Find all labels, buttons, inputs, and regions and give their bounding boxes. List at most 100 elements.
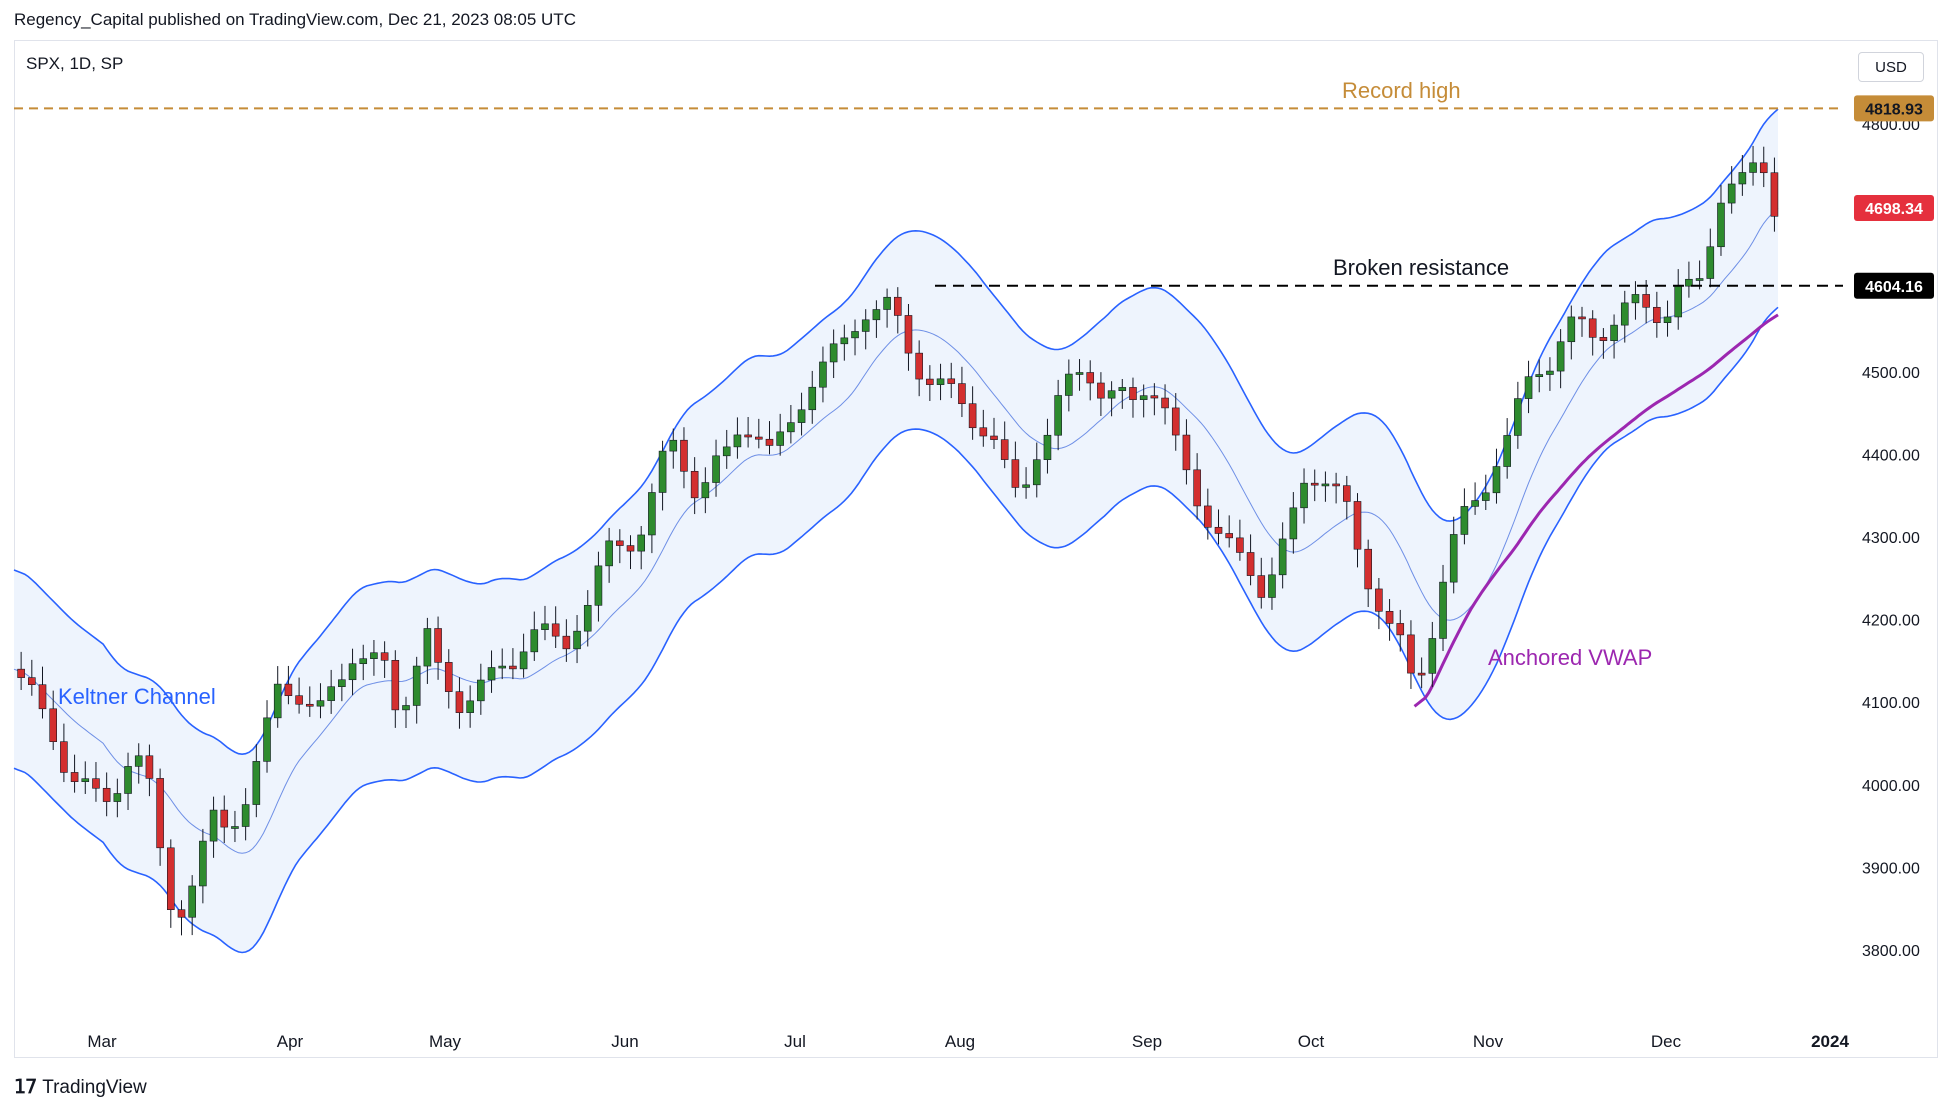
candle-body[interactable] — [263, 717, 271, 762]
candle-body[interactable] — [1492, 466, 1501, 494]
candle-body[interactable] — [1706, 246, 1715, 279]
candle-body[interactable] — [1535, 374, 1544, 377]
candle-body[interactable] — [1321, 483, 1330, 487]
candle-body[interactable] — [1343, 485, 1351, 502]
candle-body[interactable] — [167, 847, 175, 911]
candle-body[interactable] — [338, 679, 346, 688]
candle-body[interactable] — [1471, 500, 1479, 507]
candle-body[interactable] — [70, 772, 79, 782]
candle-body[interactable] — [958, 383, 966, 405]
candle-body[interactable] — [241, 804, 250, 827]
candle-body[interactable] — [92, 778, 100, 789]
candle-body[interactable] — [519, 651, 528, 670]
candle-body[interactable] — [648, 492, 656, 536]
candle-body[interactable] — [787, 422, 795, 433]
candle-body[interactable] — [423, 628, 432, 667]
candle-body[interactable] — [327, 686, 335, 701]
candle-body[interactable] — [28, 677, 36, 686]
candle-body[interactable] — [1759, 162, 1768, 174]
candle-body[interactable] — [722, 446, 731, 457]
candle-body[interactable] — [1022, 484, 1030, 488]
candle-body[interactable] — [1129, 387, 1137, 400]
candle-body[interactable] — [220, 809, 229, 828]
candle-body[interactable] — [412, 665, 421, 706]
candle-body[interactable] — [487, 667, 496, 681]
candle-body[interactable] — [904, 315, 913, 354]
candle-body[interactable] — [893, 296, 902, 316]
candle-body[interactable] — [605, 540, 613, 567]
candle-body[interactable] — [637, 534, 646, 552]
candle-body[interactable] — [861, 319, 870, 332]
candle-body[interactable] — [1310, 482, 1319, 486]
candle-body[interactable] — [1161, 397, 1169, 409]
candle-body[interactable] — [551, 623, 560, 637]
candle-body[interactable] — [273, 683, 282, 719]
candle-body[interactable] — [915, 352, 923, 380]
candle-body[interactable] — [797, 409, 806, 423]
candle-body[interactable] — [1268, 574, 1276, 598]
candle-body[interactable] — [1578, 316, 1586, 320]
candle-body[interactable] — [1460, 506, 1469, 535]
candle-body[interactable] — [38, 684, 47, 710]
candle-body[interactable] — [1524, 376, 1533, 399]
candle-body[interactable] — [583, 605, 592, 632]
currency-button[interactable]: USD — [1858, 52, 1924, 82]
candle-body[interactable] — [1375, 588, 1383, 612]
candle-body[interactable] — [1620, 302, 1629, 326]
candle-body[interactable] — [573, 630, 581, 650]
footer-brand[interactable]: 𝟣𝟩 TradingView — [14, 1076, 147, 1099]
candle-body[interactable] — [498, 665, 507, 669]
candle-body[interactable] — [444, 662, 453, 692]
candle-body[interactable] — [626, 545, 635, 552]
candle-body[interactable] — [102, 787, 111, 802]
candle-body[interactable] — [979, 427, 988, 437]
candle-body[interactable] — [466, 700, 474, 713]
candle-body[interactable] — [1032, 459, 1041, 486]
candle-body[interactable] — [1407, 634, 1415, 674]
candle-body[interactable] — [690, 470, 699, 499]
candle-body[interactable] — [1097, 382, 1105, 399]
candle-body[interactable] — [209, 809, 218, 842]
candle-body[interactable] — [1289, 507, 1298, 540]
candle-body[interactable] — [1417, 672, 1426, 676]
candle-body[interactable] — [1364, 548, 1372, 590]
candle-body[interactable] — [616, 540, 624, 546]
candle-body[interactable] — [81, 778, 90, 782]
candle-body[interactable] — [477, 679, 485, 702]
candle-body[interactable] — [744, 434, 752, 438]
candle-body[interactable] — [60, 741, 68, 773]
candle-body[interactable] — [188, 885, 196, 918]
candle-body[interactable] — [124, 766, 132, 794]
candle-body[interactable] — [49, 708, 58, 742]
candle-body[interactable] — [840, 337, 849, 345]
candle-body[interactable] — [541, 623, 549, 630]
candle-body[interactable] — [199, 840, 207, 887]
candle-body[interactable] — [1193, 469, 1201, 507]
candle-body[interactable] — [1770, 172, 1779, 217]
candle-body[interactable] — [1236, 537, 1244, 553]
candle-body[interactable] — [1588, 318, 1597, 338]
candle-body[interactable] — [1225, 533, 1233, 539]
candle-body[interactable] — [1717, 202, 1725, 248]
candle-body[interactable] — [562, 635, 571, 650]
candle-body[interactable] — [808, 386, 817, 411]
candle-body[interactable] — [113, 793, 122, 802]
candle-body[interactable] — [156, 778, 164, 849]
candle-body[interactable] — [177, 909, 186, 918]
candle-body[interactable] — [1514, 398, 1522, 436]
candle-body[interactable] — [1653, 306, 1661, 323]
candle-body[interactable] — [926, 378, 934, 385]
candle-body[interactable] — [380, 652, 389, 661]
candle-body[interactable] — [594, 565, 603, 606]
candle-body[interactable] — [305, 703, 314, 707]
candle-body[interactable] — [1332, 483, 1340, 487]
candle-body[interactable] — [1610, 324, 1618, 341]
candle-body[interactable] — [1599, 337, 1608, 341]
candle-body[interactable] — [1353, 501, 1362, 550]
candle-body[interactable] — [947, 378, 956, 384]
candle-body[interactable] — [316, 700, 325, 707]
candle-body[interactable] — [1695, 278, 1704, 281]
candle-body[interactable] — [1075, 372, 1084, 375]
candle-body[interactable] — [1150, 395, 1159, 399]
